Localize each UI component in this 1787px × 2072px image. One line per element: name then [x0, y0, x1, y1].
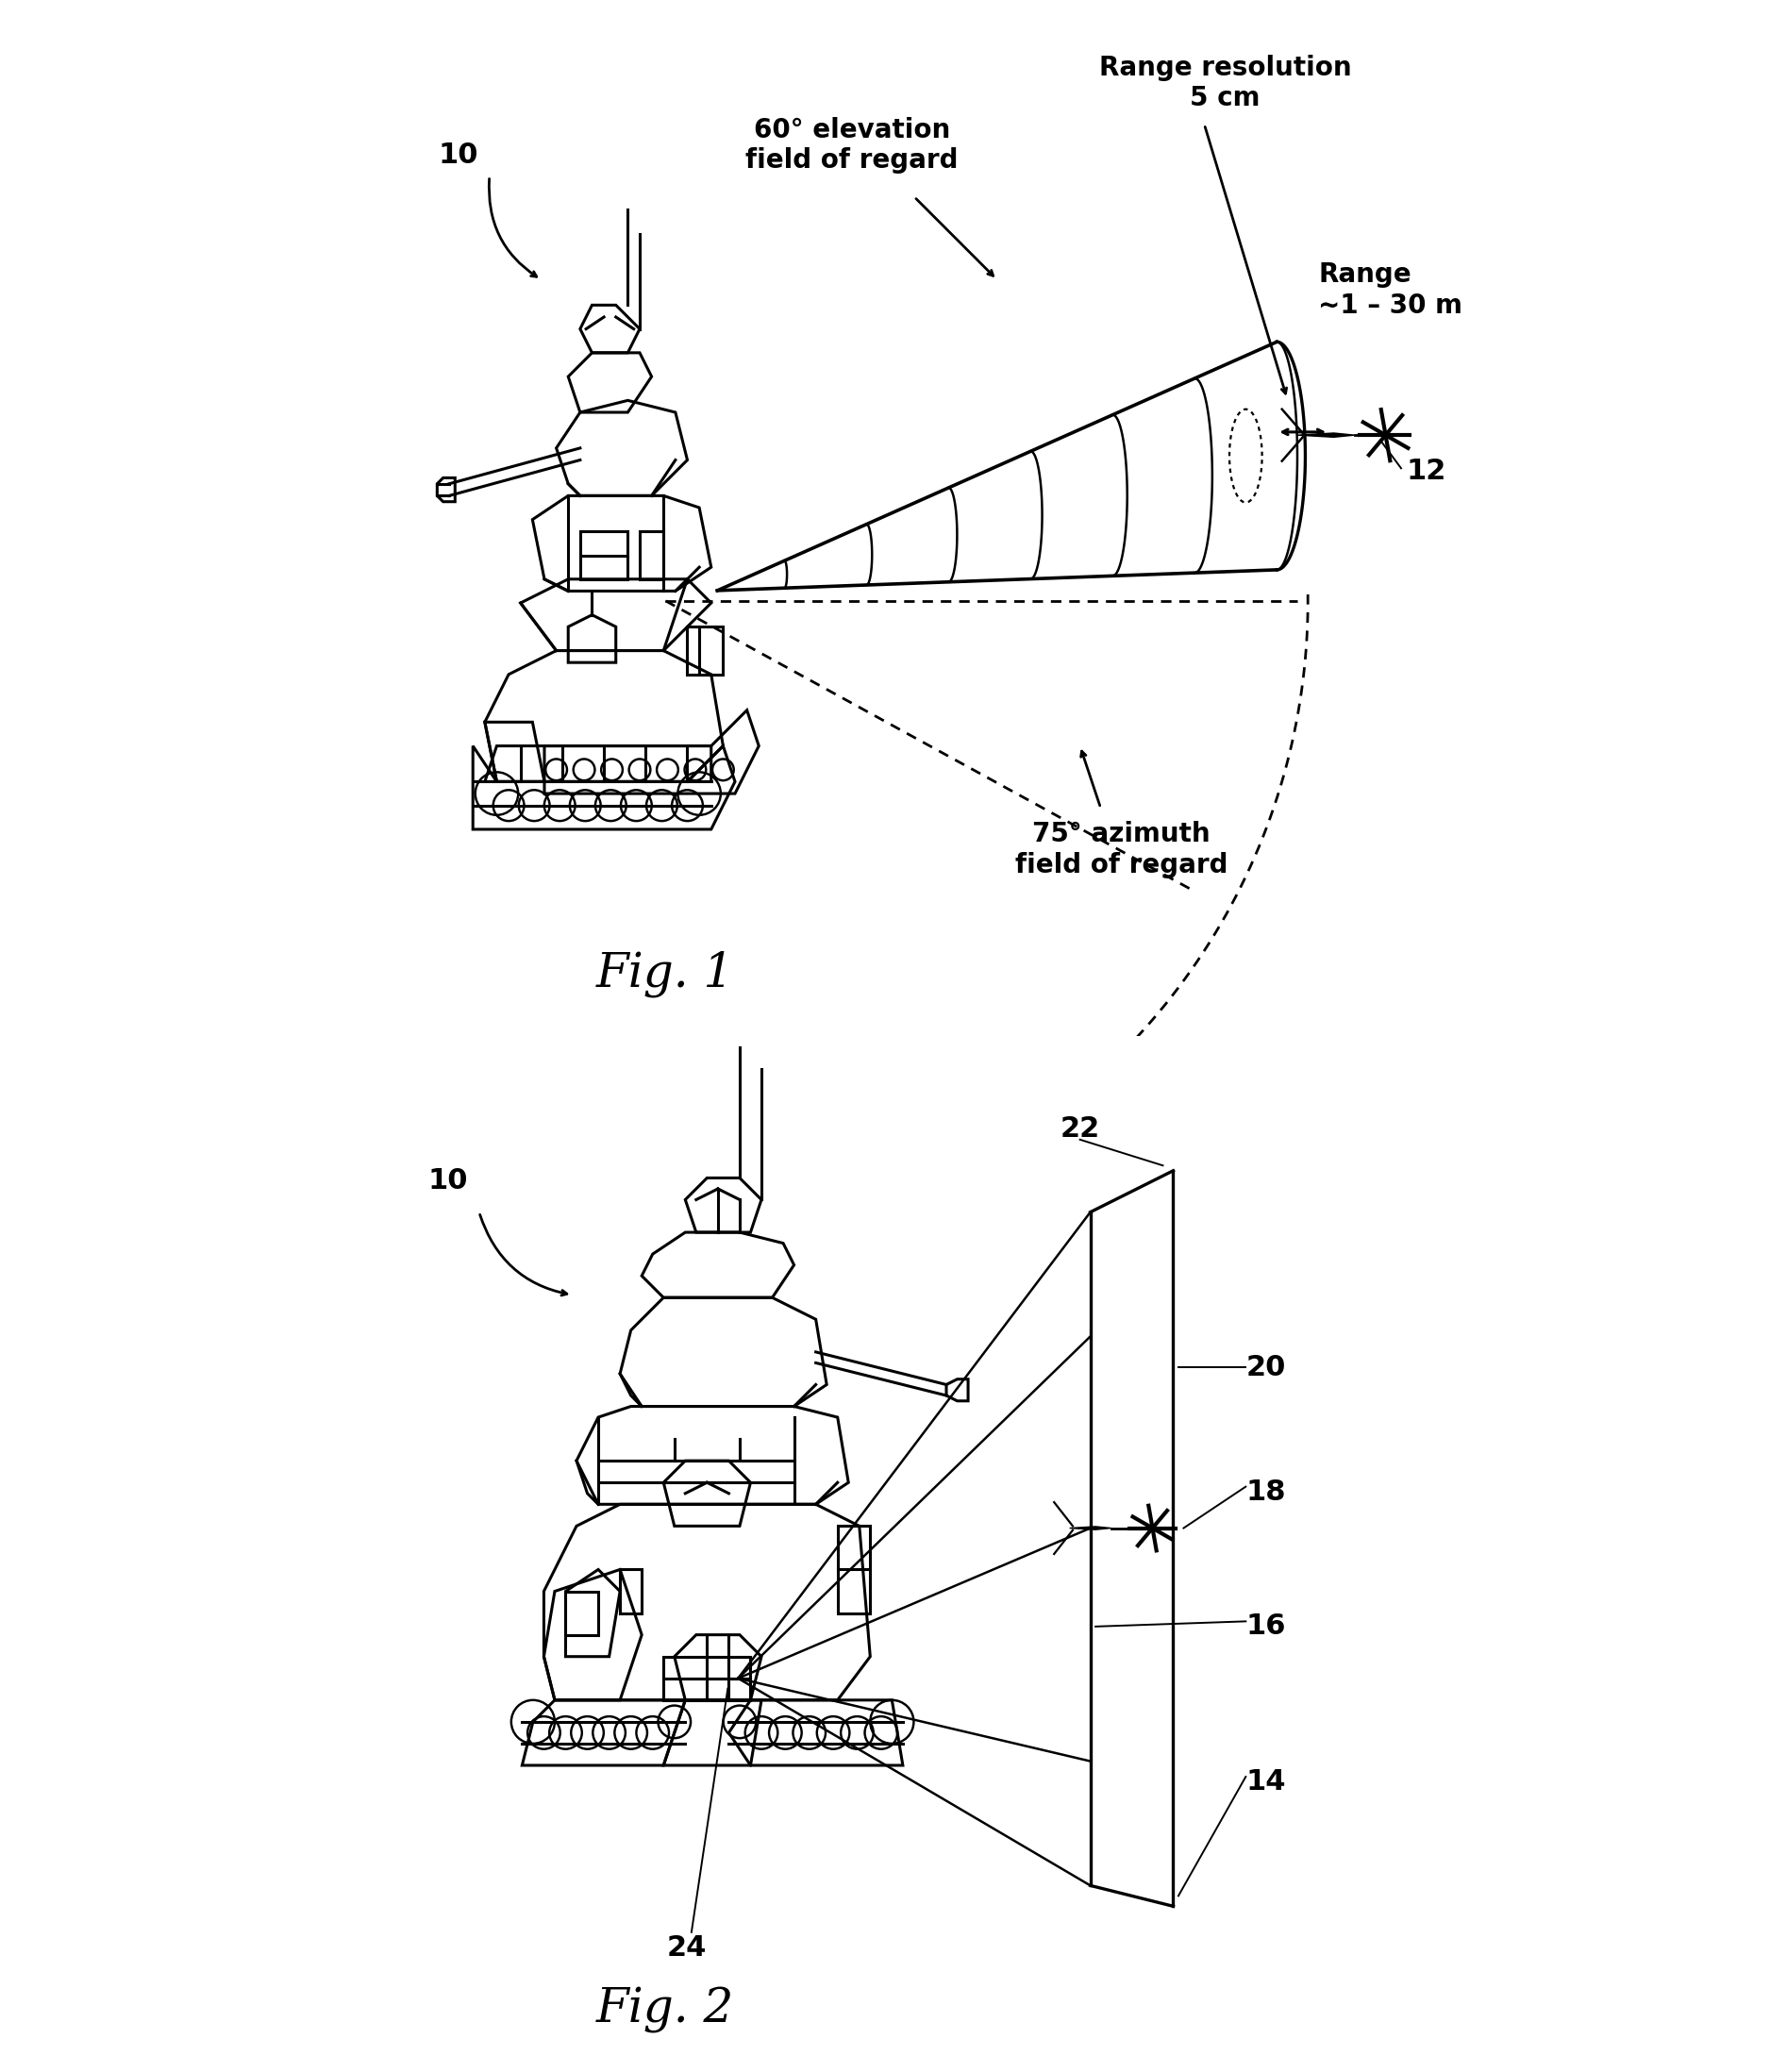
- Text: 24: 24: [667, 1933, 706, 1962]
- Text: 75° azimuth
field of regard: 75° azimuth field of regard: [1015, 821, 1228, 879]
- Text: Fig. 2: Fig. 2: [597, 1987, 734, 2033]
- Text: 18: 18: [1246, 1477, 1287, 1506]
- Text: Fig. 1: Fig. 1: [597, 951, 734, 997]
- Text: 10: 10: [427, 1167, 468, 1196]
- Text: 14: 14: [1246, 1767, 1287, 1796]
- Text: 20: 20: [1246, 1353, 1285, 1382]
- Text: 22: 22: [1060, 1115, 1101, 1144]
- Polygon shape: [1297, 433, 1355, 437]
- Text: Range resolution
5 cm: Range resolution 5 cm: [1099, 54, 1351, 112]
- Text: 60° elevation
field of regard: 60° elevation field of regard: [745, 116, 958, 174]
- Polygon shape: [1070, 1527, 1112, 1529]
- Text: 16: 16: [1246, 1612, 1287, 1641]
- Text: 10: 10: [438, 141, 479, 170]
- Text: Range
~1 – 30 m: Range ~1 – 30 m: [1319, 261, 1462, 319]
- Text: 12: 12: [1406, 458, 1446, 485]
